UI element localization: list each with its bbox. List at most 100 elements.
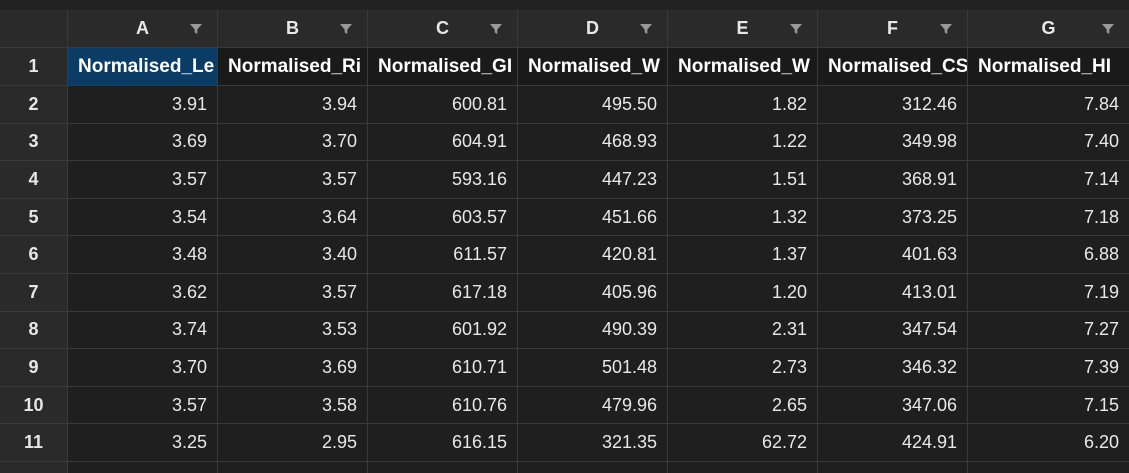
data-cell[interactable]: 468.93 xyxy=(518,123,668,162)
data-cell[interactable] xyxy=(518,461,668,473)
data-cell[interactable]: 7.39 xyxy=(968,349,1129,387)
filter-icon[interactable] xyxy=(489,22,503,36)
data-cell[interactable]: 373.25 xyxy=(818,198,968,237)
header-cell-e[interactable]: Normalised_W xyxy=(668,48,818,86)
data-cell[interactable] xyxy=(218,461,368,473)
data-cell[interactable]: 349.98 xyxy=(818,123,968,162)
data-cell[interactable]: 3.91 xyxy=(68,86,218,124)
data-cell[interactable]: 405.96 xyxy=(518,273,668,312)
data-cell[interactable]: 368.91 xyxy=(818,161,968,199)
data-cell[interactable]: 2.73 xyxy=(668,349,818,387)
data-cell[interactable] xyxy=(668,461,818,473)
data-cell[interactable]: 3.69 xyxy=(218,349,368,387)
data-cell[interactable]: 6.20 xyxy=(968,424,1129,462)
data-cell[interactable]: 346.32 xyxy=(818,349,968,387)
data-cell[interactable]: 3.54 xyxy=(68,198,218,237)
data-cell[interactable]: 617.18 xyxy=(368,273,518,312)
data-cell[interactable]: 3.25 xyxy=(68,424,218,462)
row-number[interactable]: 3 xyxy=(0,123,68,162)
data-cell[interactable]: 2.31 xyxy=(668,311,818,350)
filter-icon[interactable] xyxy=(1101,22,1115,36)
row-number[interactable]: 8 xyxy=(0,311,68,350)
filter-icon[interactable] xyxy=(789,22,803,36)
data-cell[interactable]: 490.39 xyxy=(518,311,668,350)
data-cell[interactable]: 3.94 xyxy=(218,86,368,124)
data-cell[interactable]: 1.82 xyxy=(668,86,818,124)
data-cell[interactable]: 7.19 xyxy=(968,273,1129,312)
data-cell[interactable]: 3.53 xyxy=(218,311,368,350)
data-cell[interactable]: 347.06 xyxy=(818,386,968,425)
data-cell[interactable]: 401.63 xyxy=(818,236,968,274)
filter-icon[interactable] xyxy=(339,22,353,36)
row-number[interactable]: 9 xyxy=(0,349,68,387)
data-cell[interactable]: 3.62 xyxy=(68,273,218,312)
data-cell[interactable]: 2.95 xyxy=(218,424,368,462)
data-cell[interactable]: 3.48 xyxy=(68,236,218,274)
data-cell[interactable]: 501.48 xyxy=(518,349,668,387)
data-cell[interactable]: 3.57 xyxy=(68,161,218,199)
data-cell[interactable]: 451.66 xyxy=(518,198,668,237)
column-header-c[interactable]: C xyxy=(368,10,518,48)
column-header-f[interactable]: F xyxy=(818,10,968,48)
row-number[interactable]: 1 xyxy=(0,48,68,86)
data-cell[interactable] xyxy=(818,461,968,473)
data-cell[interactable]: 603.57 xyxy=(368,198,518,237)
data-cell[interactable]: 321.35 xyxy=(518,424,668,462)
filter-icon[interactable] xyxy=(639,22,653,36)
data-cell[interactable]: 7.27 xyxy=(968,311,1129,350)
header-cell-c[interactable]: Normalised_GI xyxy=(368,48,518,86)
row-number[interactable]: 6 xyxy=(0,236,68,274)
data-cell[interactable]: 1.20 xyxy=(668,273,818,312)
header-cell-b[interactable]: Normalised_Ri xyxy=(218,48,368,86)
data-cell[interactable]: 424.91 xyxy=(818,424,968,462)
data-cell[interactable]: 420.81 xyxy=(518,236,668,274)
data-cell[interactable]: 616.15 xyxy=(368,424,518,462)
data-cell[interactable]: 479.96 xyxy=(518,386,668,425)
data-cell[interactable]: 62.72 xyxy=(668,424,818,462)
data-cell[interactable]: 347.54 xyxy=(818,311,968,350)
data-cell[interactable] xyxy=(68,461,218,473)
data-cell[interactable]: 3.70 xyxy=(218,123,368,162)
data-cell[interactable]: 3.57 xyxy=(218,273,368,312)
data-cell[interactable] xyxy=(968,461,1129,473)
select-all-corner[interactable] xyxy=(0,10,68,48)
data-cell[interactable]: 6.88 xyxy=(968,236,1129,274)
data-cell[interactable]: 413.01 xyxy=(818,273,968,312)
data-cell[interactable]: 611.57 xyxy=(368,236,518,274)
data-cell[interactable]: 312.46 xyxy=(818,86,968,124)
data-cell[interactable]: 1.37 xyxy=(668,236,818,274)
data-cell[interactable]: 3.70 xyxy=(68,349,218,387)
row-number[interactable] xyxy=(0,461,68,473)
data-cell[interactable]: 7.15 xyxy=(968,386,1129,425)
row-number[interactable]: 11 xyxy=(0,424,68,462)
header-cell-f[interactable]: Normalised_CS xyxy=(818,48,968,86)
data-cell[interactable]: 3.57 xyxy=(218,161,368,199)
column-header-a[interactable]: A xyxy=(68,10,218,48)
row-number[interactable]: 5 xyxy=(0,198,68,237)
data-cell[interactable]: 447.23 xyxy=(518,161,668,199)
data-cell[interactable]: 3.40 xyxy=(218,236,368,274)
column-header-d[interactable]: D xyxy=(518,10,668,48)
data-cell[interactable]: 600.81 xyxy=(368,86,518,124)
data-cell[interactable]: 7.14 xyxy=(968,161,1129,199)
data-cell[interactable]: 3.58 xyxy=(218,386,368,425)
row-number[interactable]: 4 xyxy=(0,161,68,199)
filter-icon[interactable] xyxy=(189,22,203,36)
data-cell[interactable]: 7.40 xyxy=(968,123,1129,162)
row-number[interactable]: 2 xyxy=(0,86,68,124)
data-cell[interactable]: 610.71 xyxy=(368,349,518,387)
data-cell[interactable]: 604.91 xyxy=(368,123,518,162)
column-header-g[interactable]: G xyxy=(968,10,1129,48)
header-cell-g[interactable]: Normalised_HI xyxy=(968,48,1129,86)
row-number[interactable]: 7 xyxy=(0,273,68,312)
data-cell[interactable] xyxy=(368,461,518,473)
data-cell[interactable]: 610.76 xyxy=(368,386,518,425)
data-cell[interactable]: 495.50 xyxy=(518,86,668,124)
data-cell[interactable]: 601.92 xyxy=(368,311,518,350)
data-cell[interactable]: 3.69 xyxy=(68,123,218,162)
data-cell[interactable]: 593.16 xyxy=(368,161,518,199)
data-cell[interactable]: 3.64 xyxy=(218,198,368,237)
data-cell[interactable]: 7.18 xyxy=(968,198,1129,237)
data-cell[interactable]: 2.65 xyxy=(668,386,818,425)
data-cell[interactable]: 3.57 xyxy=(68,386,218,425)
